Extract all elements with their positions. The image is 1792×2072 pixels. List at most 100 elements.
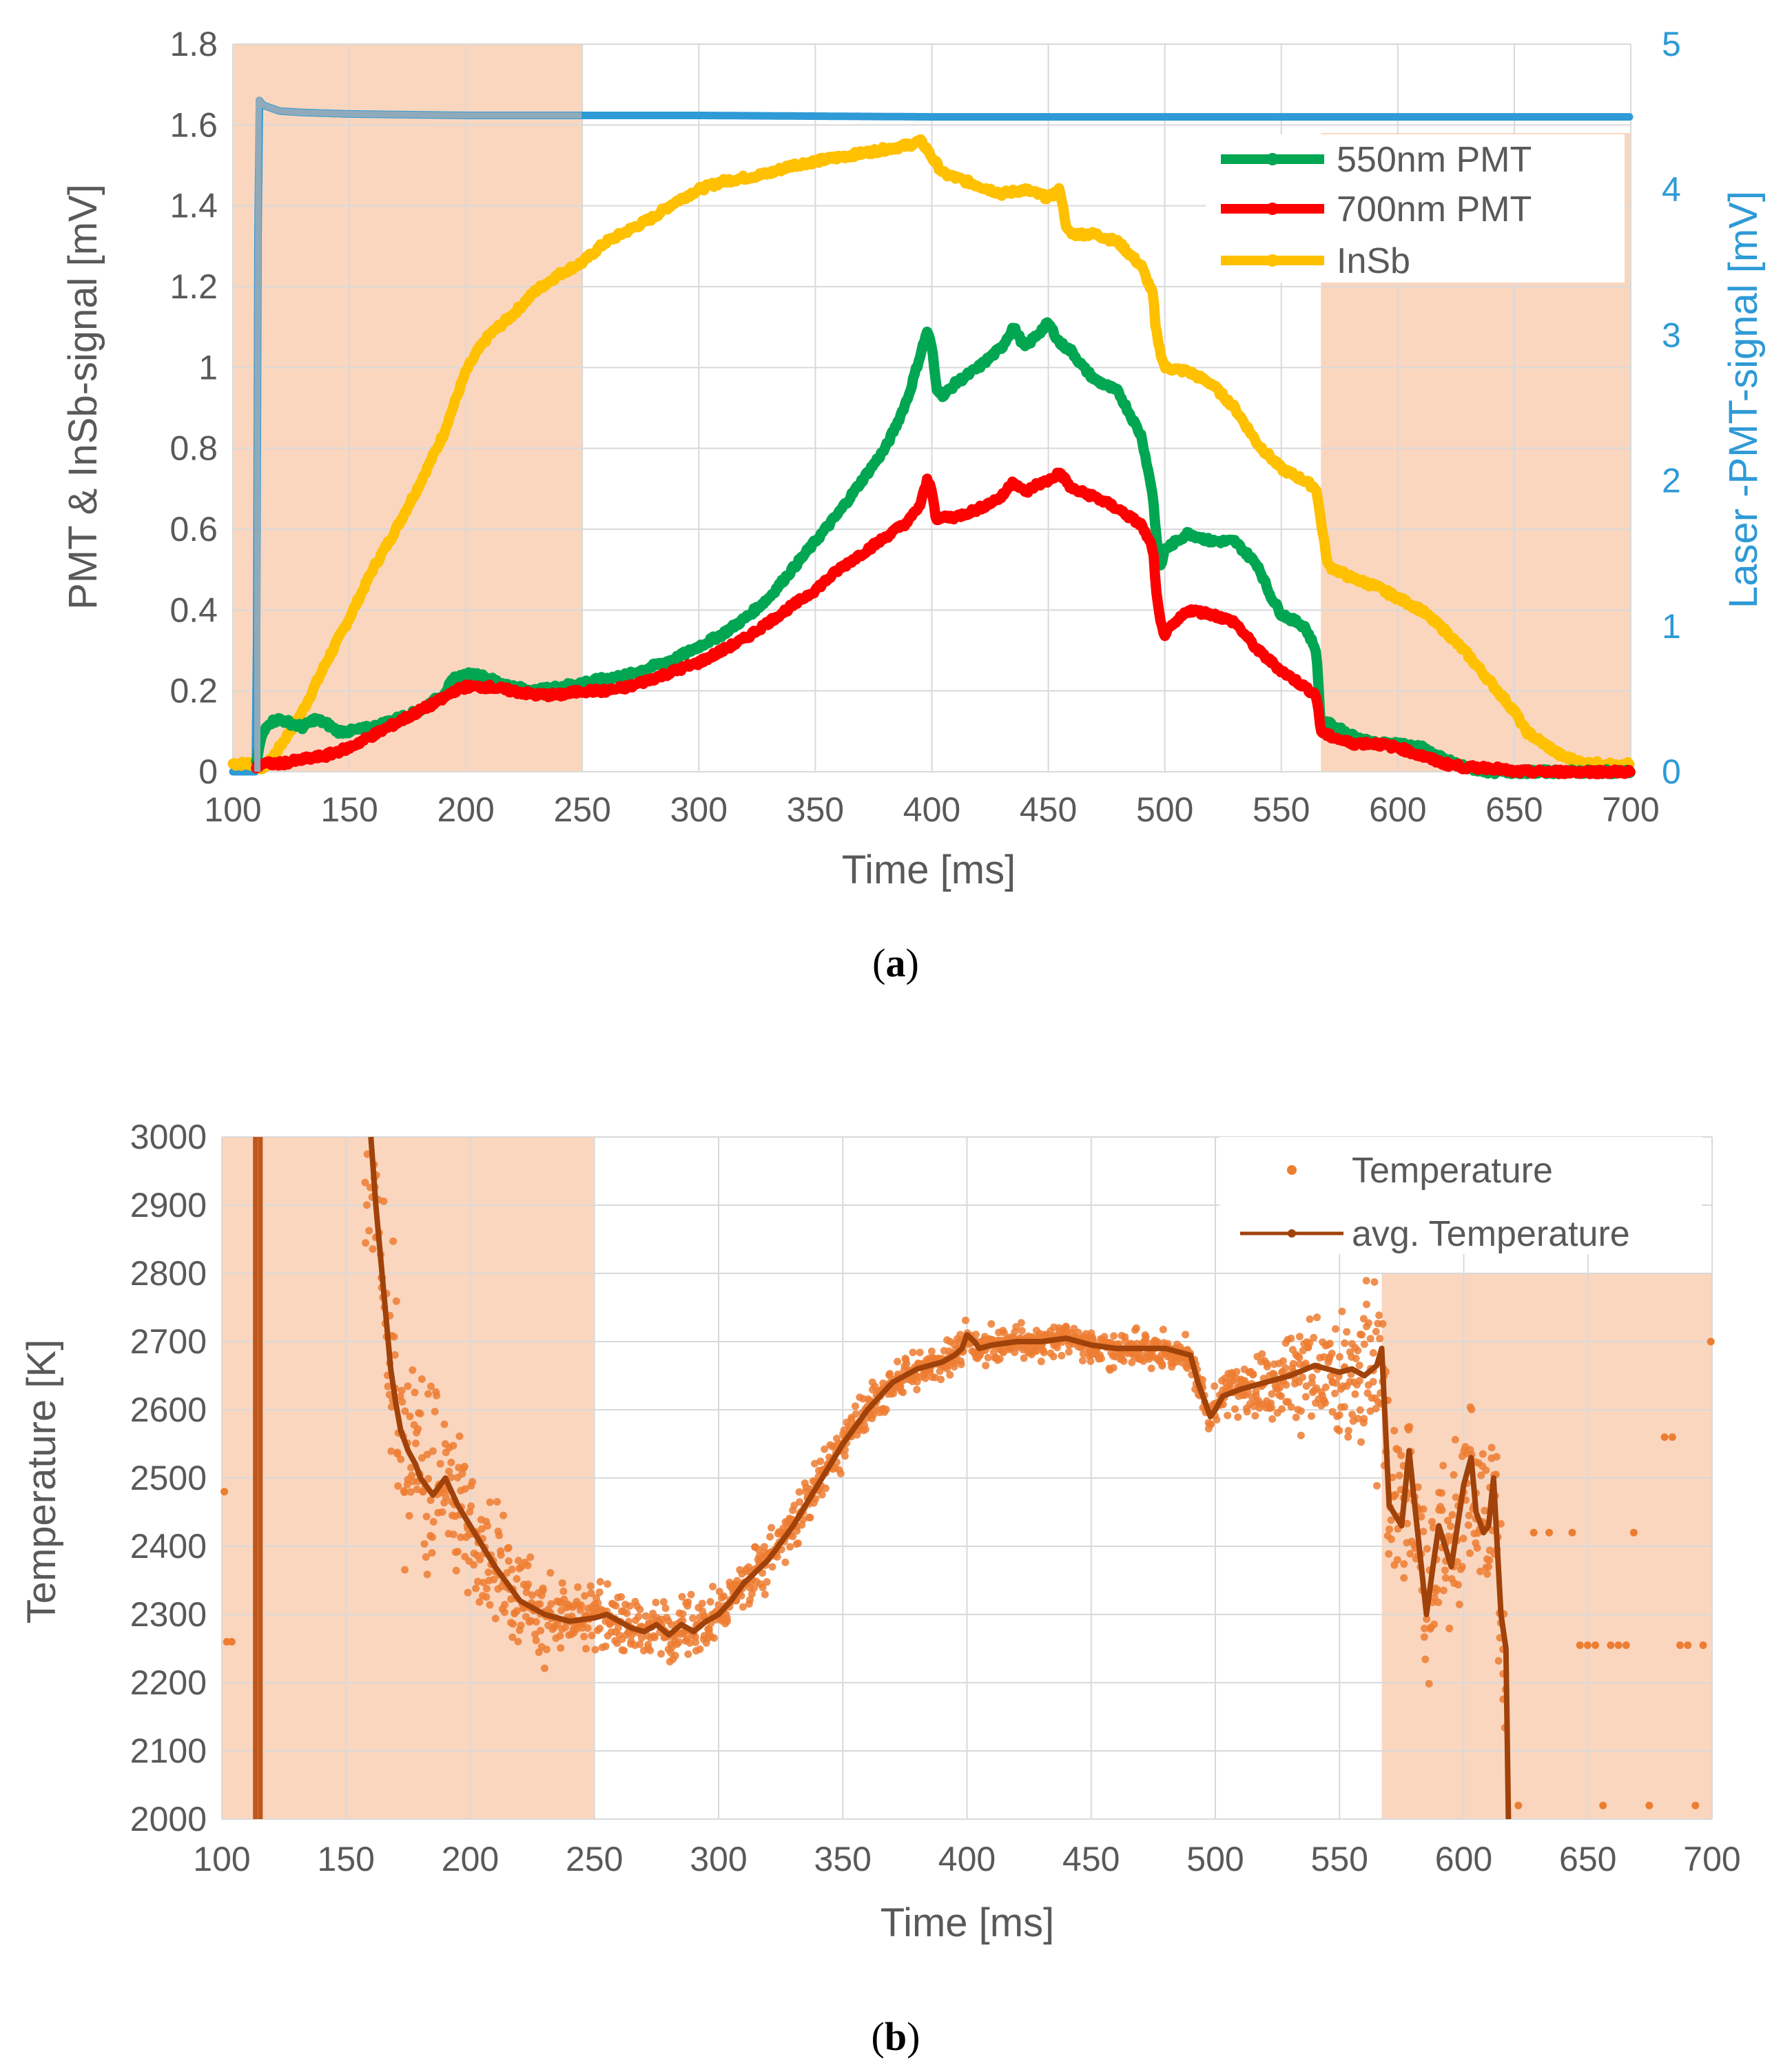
series-line-laser-overlap: [254, 96, 584, 772]
temperature-point: [1465, 1511, 1473, 1519]
legend-marker-700nm: [1266, 203, 1279, 215]
legend-marker-insb: [1266, 254, 1279, 267]
temperature-point: [1079, 1357, 1086, 1365]
temperature-point: [595, 1588, 604, 1597]
temperature-point: [1097, 1355, 1105, 1362]
temperature-point: [423, 1570, 431, 1579]
temperature-point: [526, 1553, 535, 1561]
temperature-point: [1340, 1403, 1348, 1411]
legend-label-700nm: 700nm PMT: [1337, 189, 1532, 229]
temperature-point: [1348, 1411, 1357, 1419]
temperature-point: [691, 1633, 699, 1641]
temperature-point: [1393, 1556, 1401, 1564]
temperature-point: [1417, 1512, 1425, 1521]
temperature-point: [1268, 1404, 1276, 1412]
temperature-point: [414, 1425, 422, 1433]
temperature-point: [400, 1487, 408, 1495]
temperature-point: [1017, 1319, 1025, 1327]
temperature-point: [1576, 1641, 1584, 1650]
temperature-point: [536, 1600, 544, 1608]
y-tick-label: 1: [198, 348, 218, 387]
temperature-point: [1450, 1471, 1458, 1479]
temperature-point: [389, 1237, 398, 1245]
x-tick-label: 200: [437, 790, 494, 829]
temperature-point: [596, 1578, 604, 1586]
temperature-point: [1358, 1331, 1366, 1339]
temperature-point: [1297, 1431, 1305, 1439]
y2-tick-label: 4: [1662, 170, 1681, 209]
temperature-point: [851, 1402, 859, 1411]
temperature-point: [1375, 1311, 1383, 1320]
series-line-insb: [227, 134, 1635, 775]
temperature-point: [580, 1632, 588, 1641]
temperature-point: [1278, 1405, 1286, 1413]
temperature-point: [671, 1652, 679, 1660]
temperature-point: [720, 1592, 728, 1601]
temperature-point: [452, 1566, 460, 1574]
temperature-point: [661, 1604, 670, 1612]
temperature-point: [1360, 1340, 1368, 1348]
series-a: [227, 96, 1636, 779]
temperature-point: [1295, 1353, 1304, 1362]
temperature-point: [641, 1612, 650, 1620]
temperature-point: [841, 1452, 849, 1460]
temperature-point: [476, 1555, 484, 1563]
temperature-point: [436, 1459, 444, 1468]
temperature-point: [1405, 1423, 1414, 1431]
temperature-point: [761, 1590, 769, 1599]
temperature-point: [407, 1464, 415, 1472]
temperature-point: [542, 1645, 550, 1654]
temperature-point: [710, 1634, 718, 1642]
temperature-point: [1301, 1393, 1310, 1401]
chart-b: 100 150 200 250 300 350 400 450 500 550 600 650 700 2…: [19, 1118, 1741, 2059]
temperature-point: [1356, 1406, 1364, 1414]
series-line-700nm-pmt: [251, 467, 1636, 779]
temperature-point: [486, 1601, 494, 1609]
temperature-point: [1198, 1376, 1206, 1384]
temperature-point: [1660, 1433, 1669, 1442]
temperature-point: [422, 1512, 431, 1521]
temperature-point: [361, 1178, 369, 1187]
x-tick-label: 400: [903, 790, 960, 829]
temperature-point: [1109, 1364, 1118, 1372]
temperature-point: [1466, 1403, 1474, 1411]
y-axis-title-a: PMT & InSb-signal [mV]: [61, 184, 105, 610]
y2-tick-label: 3: [1662, 316, 1681, 354]
temperature-point: [1298, 1373, 1306, 1382]
temperature-point: [1676, 1641, 1684, 1650]
legend-b: Temperature avg. Temperature: [1219, 1137, 1702, 1254]
x-tick-label: 500: [1186, 1840, 1244, 1878]
temperature-point: [1429, 1524, 1437, 1532]
tick-labels-a: 100 150 200 250 300 350 400 450 500 550 600 650 7000…: [169, 25, 1680, 829]
temperature-point: [501, 1601, 509, 1609]
temperature-point: [1289, 1360, 1297, 1368]
temperature-point: [766, 1532, 774, 1541]
temperature-point: [1386, 1525, 1393, 1533]
temperature-point: [657, 1650, 665, 1658]
temperature-point: [1357, 1438, 1365, 1446]
temperature-point: [806, 1513, 814, 1521]
temperature-point: [1211, 1382, 1219, 1391]
temperature-point: [1276, 1384, 1284, 1392]
y-tick-label: 3000: [130, 1118, 207, 1156]
temperature-point: [1251, 1412, 1259, 1420]
temperature-point: [411, 1388, 419, 1397]
temperature-point: [438, 1508, 446, 1516]
temperature-point: [508, 1566, 516, 1573]
temperature-point: [821, 1484, 830, 1493]
temperature-point: [365, 1227, 373, 1235]
temperature-point: [1037, 1357, 1045, 1366]
panel-label-a: (a): [872, 941, 919, 985]
temperature-point: [1494, 1656, 1503, 1665]
x-tick-label: 350: [787, 790, 844, 829]
temperature-point: [1268, 1390, 1276, 1398]
temperature-point: [601, 1642, 610, 1650]
temperature-point: [1310, 1333, 1318, 1342]
temperature-point: [1064, 1348, 1073, 1356]
x-tick-label: 500: [1136, 790, 1193, 829]
temperature-point: [440, 1420, 449, 1428]
temperature-point: [1388, 1535, 1395, 1543]
temperature-point: [449, 1442, 457, 1450]
temperature-point: [1607, 1641, 1615, 1650]
temperature-point: [795, 1488, 803, 1496]
